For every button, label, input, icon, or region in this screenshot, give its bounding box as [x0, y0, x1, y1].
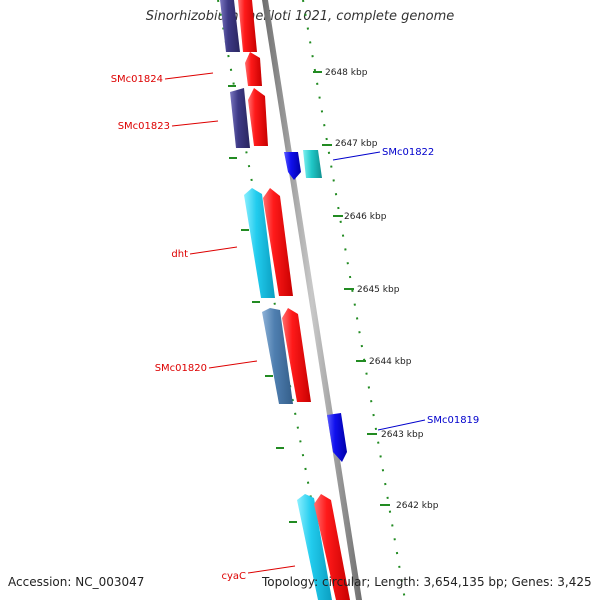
gene-label-SMc01820[interactable]: SMc01820: [155, 363, 207, 374]
gene-label-cyaC[interactable]: cyaC: [221, 571, 246, 582]
gene-label-SMc01824[interactable]: SMc01824: [111, 74, 163, 85]
scale-label-2647: 2647 kbp: [335, 139, 378, 149]
gene-SMc01824-arrow: [245, 52, 262, 86]
scale-label-2643: 2643 kbp: [381, 430, 424, 440]
scale-label-2646: 2646 kbp: [344, 212, 387, 222]
gene-SMc01819-blue: [327, 413, 347, 462]
gene-block-top-red: [238, 0, 257, 52]
gene-dht-cyan: [244, 188, 275, 298]
scale-label-2648: 2648 kbp: [325, 68, 368, 78]
leader-cyaC: [247, 565, 296, 574]
gene-label-SMc01819[interactable]: SMc01819: [427, 415, 479, 426]
leader-SMc01820: [208, 360, 258, 369]
gene-label-SMc01823[interactable]: SMc01823: [118, 121, 170, 132]
scale-label-2645: 2645 kbp: [357, 285, 400, 295]
gene-label-SMc01822[interactable]: SMc01822: [382, 147, 434, 158]
accession-text: Accession: NC_003047: [8, 575, 145, 589]
gene-cyaC-red: [314, 494, 350, 600]
gene-label-dht[interactable]: dht: [171, 249, 188, 260]
gene-dht-red: [263, 188, 293, 296]
leader-SMc01823: [171, 120, 219, 127]
scale-label-2644: 2644 kbp: [369, 357, 412, 367]
gene-SMc01822-teal: [303, 150, 322, 178]
gene-SMc01822-blue: [284, 152, 301, 180]
scale-label-2642: 2642 kbp: [396, 501, 439, 511]
leader-SMc01824: [164, 72, 214, 80]
leader-SMc01822: [332, 151, 381, 161]
gene-block-top-navy: [220, 0, 240, 52]
gene-SMc01823-navy: [230, 88, 250, 148]
gene-SMc01823-red: [248, 88, 268, 146]
leader-dht: [189, 246, 238, 255]
leader-SMc01819: [377, 419, 426, 431]
gene-SMc01820-steel: [262, 308, 293, 404]
gene-cyaC-cyan: [297, 494, 332, 600]
topology-text: Topology: circular; Length: 3,654,135 bp…: [262, 575, 592, 589]
gene-SMc01820-red: [282, 308, 311, 402]
